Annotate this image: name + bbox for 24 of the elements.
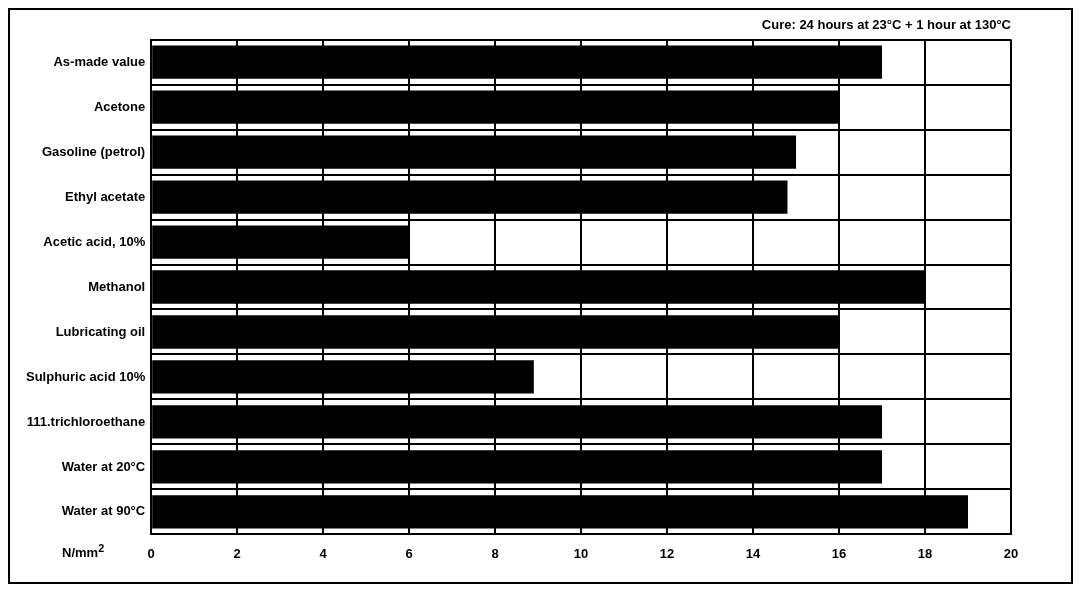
y-tick-label: Acetic acid, 10%: [43, 233, 146, 249]
x-axis-title: N/mm$^{2}$: [62, 542, 105, 561]
y-tick-label: Ethyl acetate: [65, 188, 146, 204]
y-tick-label: Lubricating oil: [55, 323, 146, 339]
x-tick-label: 8: [491, 545, 499, 561]
x-tick-label: 14: [745, 545, 762, 561]
y-tick-label: Acetone: [93, 98, 146, 114]
x-tick-label: 16: [831, 545, 847, 561]
x-tick-label: 0: [147, 545, 155, 561]
y-tick-label: Water at 90°C: [61, 503, 146, 519]
x-tick-label: 12: [659, 545, 675, 561]
y-tick-label: As-made value: [53, 53, 146, 69]
x-tick-label: 18: [917, 545, 933, 561]
x-tick-label: 6: [405, 545, 413, 561]
x-tick-label: 2: [233, 545, 241, 561]
y-tick-label: Sulphuric acid 10%: [26, 368, 146, 384]
y-tick-label: Gasoline (petrol): [41, 143, 146, 159]
y-tick-label: Water at 20°C: [61, 458, 146, 474]
x-tick-label: 4: [319, 545, 328, 561]
chart-title: Cure: 24 hours at 23°C + 1 hour at 130°C: [761, 17, 1012, 33]
y-tick-label: Methanol: [88, 278, 146, 294]
x-tick-label: 20: [1003, 545, 1019, 561]
y-tick-label: 111.trichloroethane: [26, 413, 146, 429]
x-tick-label: 10: [573, 545, 589, 561]
